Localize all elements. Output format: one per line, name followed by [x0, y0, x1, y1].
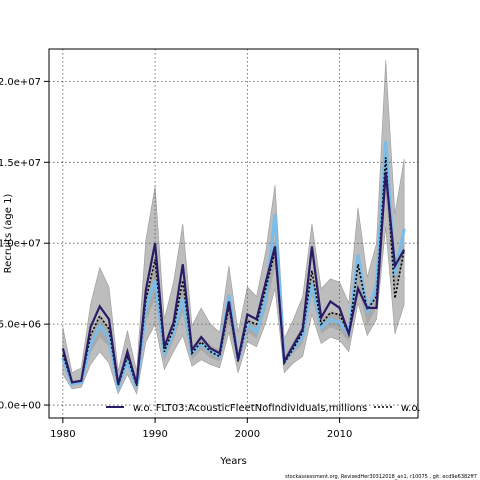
- y-tick-label: 5.0e+06: [0, 320, 41, 331]
- band-outer-area: [62, 60, 405, 395]
- footer-note: stockassessment.org, RevisedHer30312018_…: [285, 474, 477, 480]
- series-line-1: [61, 171, 406, 385]
- y-tick-label: 0.0e+00: [0, 401, 41, 412]
- y-tick-label: 1.0e+07: [0, 239, 41, 250]
- grid-lines: [49, 49, 418, 418]
- x-tick-label: 1990: [142, 429, 167, 440]
- plot-frame: [48, 48, 419, 419]
- confidence-band-inner: [62, 149, 405, 389]
- band-inner-area: [62, 149, 405, 389]
- x-tick-label: 2010: [327, 429, 352, 440]
- x-ticks: 1980 1990 2000 2010: [50, 418, 352, 440]
- x-tick-label: 1980: [50, 429, 75, 440]
- y-tick-label: 2.0e+07: [0, 77, 41, 88]
- legend-label-series-1: w.o. FLT03:AcousticFleetNofindividuals,m…: [133, 403, 367, 414]
- y-tick-label: 1.5e+07: [0, 158, 41, 169]
- y-ticks: 0.0e+00 5.0e+06 1.0e+07 1.5e+07 2.0e+07: [0, 77, 49, 412]
- legend: w.o. FLT03:AcousticFleetNofindividuals,m…: [106, 403, 421, 414]
- x-tick-label: 2000: [235, 429, 260, 440]
- legend-label-series-2: w.o.: [401, 403, 421, 414]
- series-lines: [61, 141, 406, 394]
- y-axis-label: Recruits (age 1): [3, 194, 14, 274]
- confidence-band-outer: [62, 60, 405, 395]
- x-axis-label: Years: [219, 456, 246, 467]
